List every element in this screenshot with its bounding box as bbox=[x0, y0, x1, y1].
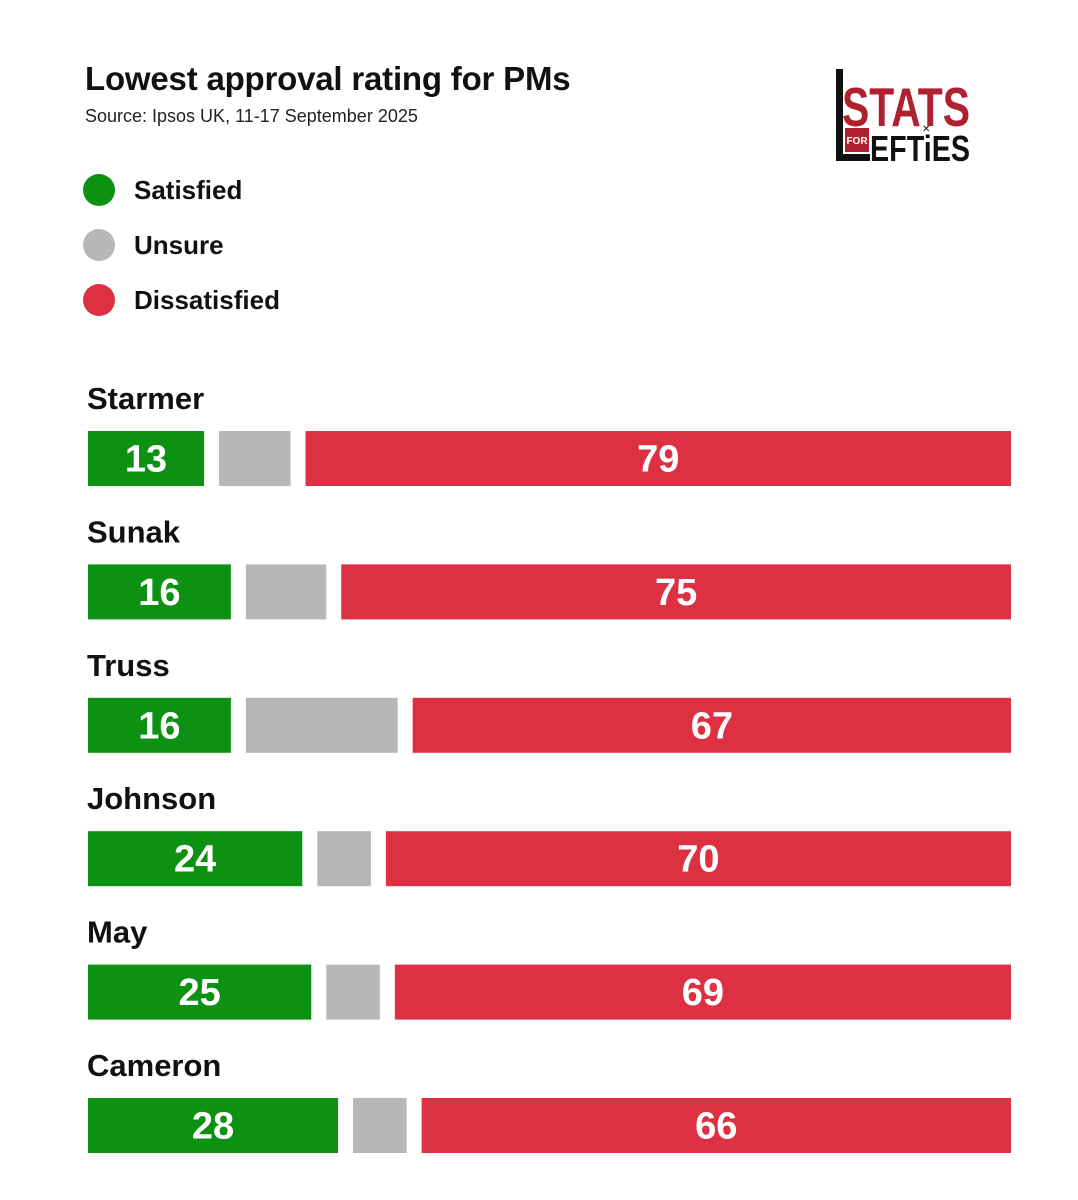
legend-dot-unsure bbox=[83, 229, 115, 261]
legend-dot-dissatisfied bbox=[83, 284, 115, 316]
bar-segment-satisfied bbox=[88, 564, 231, 620]
category-label: Johnson bbox=[87, 781, 216, 816]
bar-segment-satisfied bbox=[88, 697, 231, 753]
data-label-dissatisfied: 70 bbox=[677, 839, 719, 881]
data-label-dissatisfied: 79 bbox=[637, 439, 679, 481]
bar-segment-unsure bbox=[245, 697, 398, 753]
bar-segment-dissatisfied bbox=[421, 1098, 1011, 1153]
data-label-dissatisfied: 66 bbox=[695, 1106, 737, 1148]
data-label-dissatisfied: 67 bbox=[691, 705, 733, 747]
bar-segment-dissatisfied bbox=[394, 964, 1012, 1020]
bar-segment-dissatisfied bbox=[412, 697, 1011, 753]
chart-subtitle: Source: Ipsos UK, 11-17 September 2025 bbox=[85, 106, 418, 126]
data-label-dissatisfied: 75 bbox=[655, 572, 697, 614]
data-label-satisfied: 28 bbox=[192, 1106, 234, 1148]
bar-segment-dissatisfied bbox=[341, 564, 1011, 620]
stats-for-lefties-logo: STATS FOR EFTiES ✕ bbox=[832, 66, 974, 169]
data-label-satisfied: 13 bbox=[125, 439, 167, 481]
category-label: May bbox=[87, 915, 148, 950]
category-label: Sunak bbox=[87, 514, 181, 549]
legend-label-satisfied: Satisfied bbox=[134, 175, 243, 205]
bar-segment-satisfied bbox=[88, 1098, 339, 1153]
data-label-dissatisfied: 69 bbox=[682, 972, 724, 1014]
data-label-satisfied: 24 bbox=[174, 839, 216, 881]
bar-segment-unsure bbox=[317, 831, 371, 887]
category-label: Starmer bbox=[87, 381, 204, 416]
bar-segment-dissatisfied bbox=[385, 831, 1011, 887]
data-label-satisfied: 16 bbox=[138, 572, 180, 614]
category-label: Cameron bbox=[87, 1048, 221, 1083]
logo-text-stats: STATS bbox=[842, 76, 970, 138]
legend-label-dissatisfied: Dissatisfied bbox=[134, 285, 280, 315]
logo-text-for: FOR bbox=[846, 136, 868, 147]
chart-title: Lowest approval rating for PMs bbox=[85, 60, 571, 97]
bar-segment-dissatisfied bbox=[305, 431, 1011, 486]
bar-segment-satisfied bbox=[88, 431, 205, 486]
bar-segment-satisfied bbox=[88, 831, 303, 887]
legend-dot-satisfied bbox=[83, 174, 115, 206]
logo-text-lefties: EFTiES bbox=[870, 128, 970, 166]
category-label: Truss bbox=[87, 648, 170, 683]
bar-segment-unsure bbox=[219, 431, 291, 486]
data-label-satisfied: 25 bbox=[178, 972, 220, 1014]
bar-segment-unsure bbox=[326, 964, 380, 1020]
bar-segment-unsure bbox=[245, 564, 327, 620]
data-label-satisfied: 16 bbox=[138, 705, 180, 747]
legend-label-unsure: Unsure bbox=[134, 230, 224, 260]
bar-segment-satisfied bbox=[88, 964, 312, 1020]
svg-text:✕: ✕ bbox=[922, 124, 930, 135]
bar-segment-unsure bbox=[353, 1098, 407, 1153]
